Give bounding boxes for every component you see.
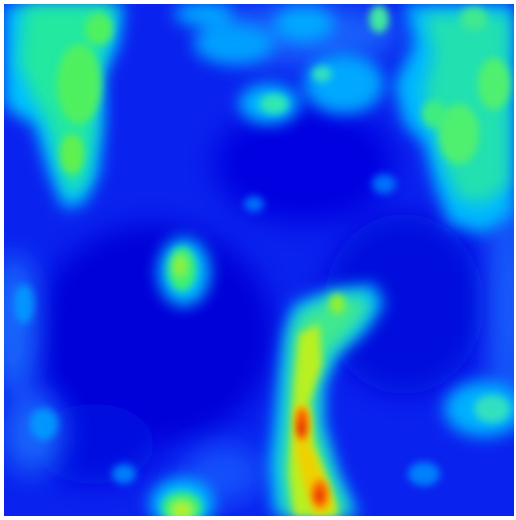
center-left-small-blob: [158, 238, 210, 306]
dark-mottle-layer: [34, 104, 484, 484]
upper-left-blob: [4, 4, 124, 209]
right-middle-blob: [444, 381, 514, 437]
top-center-patches: [174, 4, 389, 124]
heatmap-image: [4, 4, 514, 516]
upper-right-blob: [394, 4, 514, 234]
scattered-flecks: [14, 174, 440, 486]
bottom-left-blob: [150, 478, 214, 516]
lower-center-streak: [269, 284, 384, 516]
heatmap-svg: [4, 4, 514, 516]
